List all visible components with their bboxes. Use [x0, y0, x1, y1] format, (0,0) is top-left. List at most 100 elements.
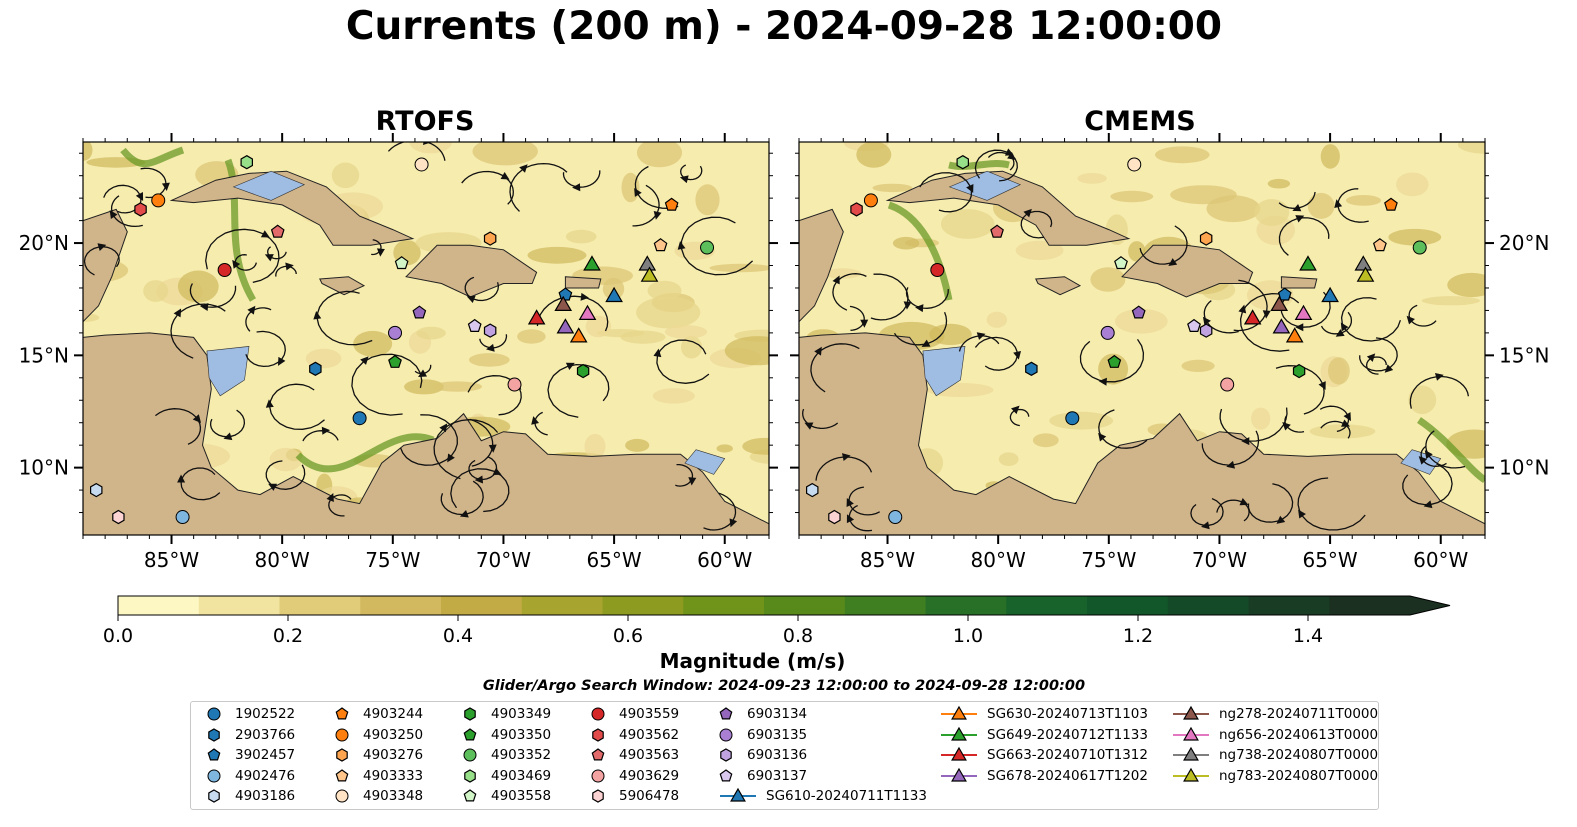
legend-item-argo: 4903276	[334, 745, 454, 765]
streamline-arrow	[1292, 203, 1302, 212]
legend-argo-symbol	[591, 748, 605, 761]
speed-shading	[1049, 411, 1114, 430]
legend-marker	[464, 707, 476, 721]
speed-shading	[584, 433, 606, 460]
legend-argo-symbol	[207, 748, 221, 761]
argo-float-marker	[414, 157, 429, 172]
streamline-arrow	[915, 304, 924, 313]
glider-marker	[1243, 309, 1262, 325]
argo-float-marker	[1065, 411, 1080, 426]
shallow-shelf	[684, 449, 726, 475]
shallow-shelf	[922, 346, 966, 397]
legend-argo-symbol	[591, 769, 605, 782]
legend-item-glider: SG610-20240711T1133	[718, 786, 938, 806]
speed-shading	[709, 263, 769, 273]
streamline-arrow	[729, 518, 738, 528]
legend-marker	[719, 728, 733, 741]
streamline-arrow	[677, 241, 686, 250]
speed-shading	[1421, 296, 1480, 306]
streamline	[1098, 409, 1148, 449]
strong-current-band	[295, 433, 435, 473]
strong-current-band	[120, 146, 185, 168]
streamline-arrow	[1318, 381, 1326, 391]
legend-argo-symbol	[335, 728, 349, 741]
streamline-arrow	[474, 475, 484, 484]
streamline	[1320, 311, 1353, 335]
legend-item-glider: SG663-20240710T1312	[939, 745, 1159, 765]
legend-label: 4903350	[491, 726, 552, 743]
speed-shading	[1408, 385, 1437, 415]
glider-marker	[1299, 255, 1317, 271]
lon-tick-label: 70°W	[1192, 548, 1247, 572]
legend-argo-symbol	[208, 727, 220, 742]
colorbar-segment	[602, 596, 684, 615]
speed-shading	[1115, 308, 1168, 334]
lat-tick-label: 20°N	[1499, 231, 1549, 255]
lon-tick-label: 75°W	[365, 548, 420, 572]
strong-current-band	[887, 201, 953, 301]
streamline-arrow	[1295, 323, 1304, 332]
glider-marker	[578, 304, 597, 320]
streamline	[387, 142, 446, 161]
colorbar-tick-label: 1.0	[953, 625, 983, 647]
legend-glider-symbol	[951, 767, 967, 782]
legend-item-argo: 4903250	[334, 725, 454, 745]
legend-marker	[1173, 767, 1209, 782]
glider-marker	[638, 255, 657, 271]
speed-shading	[1155, 146, 1210, 164]
argo-float-marker	[507, 377, 522, 392]
streamline-arrow	[1226, 460, 1236, 469]
legend-item-glider: SG630-20240713T1103	[939, 704, 1159, 724]
streamline-arrow	[173, 308, 182, 318]
legend-argo-symbol	[719, 728, 733, 741]
argo-float-marker	[576, 363, 590, 379]
speed-shading	[892, 236, 920, 250]
legend-label: 4902476	[235, 767, 296, 784]
streamline-arrow	[423, 142, 432, 146]
lat-tick-label: 20°N	[19, 231, 69, 255]
glider-marker	[640, 266, 659, 282]
streamline	[1020, 210, 1053, 239]
legend-label: 4903469	[491, 767, 552, 784]
streamline-arrow	[1340, 322, 1349, 332]
legend-label: ng783-20240807T0000	[1219, 767, 1379, 784]
streamline-arrow	[1276, 515, 1286, 524]
argo-float-marker	[388, 325, 403, 340]
streamline	[534, 411, 548, 436]
speed-shading	[986, 311, 1008, 328]
land	[885, 170, 1131, 246]
streamline-arrow	[1098, 432, 1107, 442]
argo-float-marker	[483, 231, 497, 246]
colorbar-segment	[521, 596, 604, 615]
speed-shading	[1090, 267, 1126, 292]
speed-shading	[1396, 172, 1429, 197]
legend-marker	[1173, 705, 1209, 720]
legend-item-argo: 4903469	[462, 766, 582, 786]
legend-label: SG663-20240710T1312	[987, 747, 1148, 763]
legend-glider-symbol	[951, 726, 967, 741]
speed-shading	[856, 142, 892, 168]
argo-float-marker	[1100, 325, 1115, 340]
speed-shading	[625, 438, 650, 452]
glider-marker	[1354, 255, 1373, 271]
streamline-arrow	[486, 343, 495, 352]
speed-shading	[998, 452, 1019, 467]
speed-shading	[1110, 190, 1154, 203]
legend-item-argo: 6903135	[718, 725, 838, 745]
legend-argo-symbol	[207, 769, 221, 782]
streamline-arrow	[260, 230, 270, 238]
legend-label: 3902457	[235, 747, 296, 763]
streamline-arrow	[966, 184, 974, 193]
streamline-arrow	[200, 303, 209, 311]
legend-item-argo: 4903244	[334, 704, 454, 724]
legend-marker	[720, 787, 756, 802]
legend-item-argo: 6903137	[718, 766, 838, 786]
legend-argo-symbol	[335, 768, 349, 781]
argo-float-marker	[990, 224, 1004, 238]
shallow-shelf	[206, 346, 250, 397]
colorbar-segment	[1329, 596, 1411, 615]
speed-shading	[824, 268, 862, 279]
speed-shading	[724, 336, 769, 366]
colorbar-outline	[117, 595, 1451, 616]
colorbar-tick-label: 0.2	[273, 625, 303, 647]
